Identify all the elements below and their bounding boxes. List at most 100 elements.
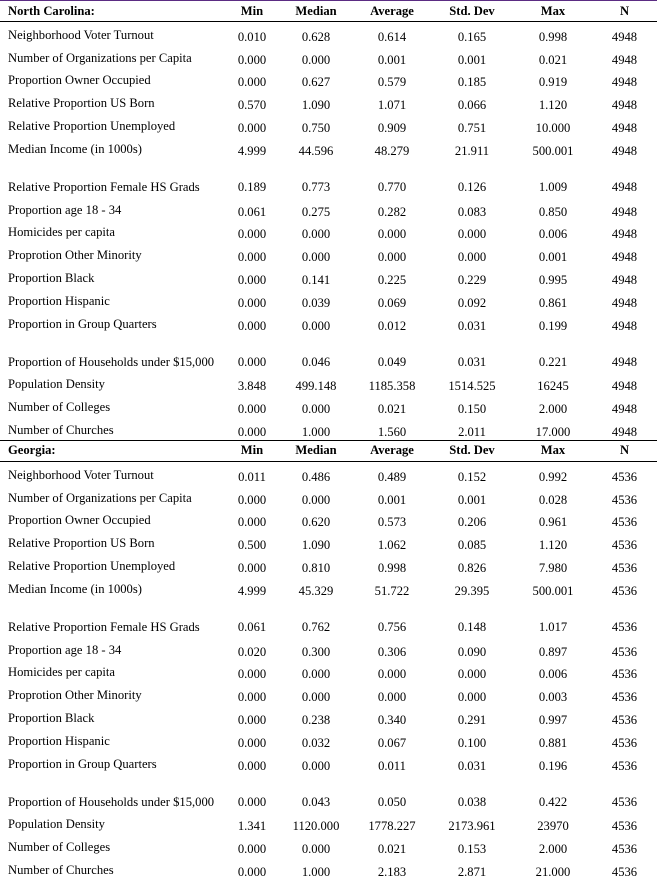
cell-median: 0.000: [301, 250, 331, 265]
cell-median: 0.141: [301, 272, 331, 287]
cell-min: 4.999: [237, 583, 267, 598]
table-row: Relative Proportion Unemployed 0.000 0.750…: [0, 113, 657, 136]
row-label: Number of Churches: [8, 862, 114, 877]
section-header-row: Georgia: Min Median Average Std. Dev Max N: [0, 439, 657, 462]
cell-std-dev: 21.911: [454, 143, 490, 158]
table-row: Relative Proportion Female HS Grads 0.061…: [0, 599, 657, 637]
cell-n: 4948: [611, 179, 638, 194]
table-row: Proportion Hispanic 0.000 0.039 0.069 0.092 0…: [0, 288, 657, 311]
cell-median: 499.148: [295, 379, 337, 394]
row-label: Proprotion Other Minority: [8, 248, 142, 263]
cell-n: 4948: [611, 250, 638, 265]
table-row: Proportion of Households under $15,000 0.…: [0, 334, 657, 372]
column-header-max: Max: [514, 439, 592, 462]
cell-n: 4536: [611, 864, 638, 879]
cell-min: 0.000: [237, 227, 267, 242]
cell-n: 4948: [611, 227, 638, 242]
table-row: Neighborhood Voter Turnout 0.010 0.628 0.61…: [0, 22, 657, 45]
cell-n: 4948: [611, 143, 638, 158]
row-label: Relative Proportion Female HS Grads: [8, 179, 200, 194]
cell-max: 23970: [537, 819, 569, 834]
table-row: Proportion of Households under $15,000 0.…: [0, 774, 657, 812]
cell-std-dev: 2.011: [458, 424, 486, 439]
cell-median: 0.039: [301, 295, 331, 310]
cell-median: 0.773: [301, 179, 331, 194]
row-label: Homicides per capita: [8, 665, 116, 680]
table-row: Number of Colleges 0.000 0.000 0.021 0.150 2.…: [0, 394, 657, 417]
row-label: Population Density: [8, 817, 105, 832]
cell-median: 0.300: [301, 644, 331, 659]
cell-std-dev: 0.000: [457, 227, 487, 242]
cell-max: 16245: [537, 379, 569, 394]
column-header-max: Max: [514, 0, 592, 22]
cell-min: 0.000: [237, 842, 267, 857]
row-label: Proportion Black: [8, 710, 95, 725]
row-label: Relative Proportion Female HS Grads: [8, 619, 200, 634]
cell-average: 0.579: [377, 75, 407, 90]
cell-median: 0.000: [301, 318, 331, 333]
row-label: Relative Proportion US Born: [8, 536, 155, 551]
cell-average: 0.069: [377, 295, 407, 310]
row-label: Proportion Owner Occupied: [8, 73, 151, 88]
cell-median: 0.275: [301, 204, 331, 219]
cell-min: 1.341: [237, 819, 267, 834]
cell-min: 3.848: [237, 379, 267, 394]
cell-min: 4.999: [237, 143, 267, 158]
row-label: Proportion Hispanic: [8, 293, 110, 308]
cell-average: 0.012: [377, 318, 407, 333]
cell-median: 1.000: [301, 864, 331, 879]
column-header-average: Average: [354, 439, 430, 462]
cell-min: 0.000: [237, 758, 267, 773]
cell-median: 0.000: [301, 492, 331, 507]
cell-n: 4536: [611, 667, 638, 682]
row-label: Number of Organizations per Capita: [8, 50, 192, 65]
cell-min: 0.000: [237, 402, 267, 417]
cell-average: 0.049: [377, 354, 407, 369]
cell-max: 2.000: [538, 842, 568, 857]
cell-std-dev: 0.152: [457, 469, 487, 484]
table-row: Proportion Hispanic 0.000 0.032 0.067 0.100 0…: [0, 728, 657, 751]
cell-average: 0.573: [377, 515, 407, 530]
cell-std-dev: 0.038: [457, 794, 487, 809]
cell-std-dev: 0.031: [457, 318, 487, 333]
cell-std-dev: 0.000: [457, 250, 487, 265]
cell-std-dev: 0.185: [457, 75, 487, 90]
cell-max: 0.861: [538, 295, 568, 310]
cell-median: 0.032: [301, 735, 331, 750]
column-header-std-dev: Std. Dev: [430, 439, 514, 462]
cell-max: 0.992: [538, 469, 568, 484]
table-row: Number of Churches 0.000 1.000 2.183 2.871 21…: [0, 857, 657, 880]
cell-std-dev: 0.085: [457, 538, 487, 553]
row-label: Proportion age 18 - 34: [8, 642, 122, 657]
cell-n: 4536: [611, 712, 638, 727]
cell-n: 4948: [611, 354, 638, 369]
table-row: Relative Proportion US Born 0.570 1.090 1.0…: [0, 90, 657, 113]
cell-max: 0.021: [538, 52, 568, 67]
cell-min: 0.000: [237, 272, 267, 287]
cell-median: 1.090: [301, 98, 331, 113]
cell-min: 0.500: [237, 538, 267, 553]
row-label: Relative Proportion US Born: [8, 96, 155, 111]
cell-std-dev: 0.100: [457, 735, 487, 750]
cell-max: 1.120: [538, 538, 568, 553]
table-row: Number of Churches 0.000 1.000 1.560 2.011 17…: [0, 417, 657, 440]
row-label: Proportion Black: [8, 270, 95, 285]
cell-n: 4536: [611, 735, 638, 750]
cell-min: 0.010: [237, 29, 267, 44]
cell-std-dev: 0.090: [457, 644, 487, 659]
cell-min: 0.061: [237, 204, 267, 219]
table-row: Proportion in Group Quarters 0.000 0.000 0.…: [0, 751, 657, 774]
cell-average: 0.000: [377, 227, 407, 242]
row-label: Number of Colleges: [8, 400, 111, 415]
cell-median: 0.000: [301, 52, 331, 67]
cell-min: 0.000: [237, 667, 267, 682]
section-title: North Carolina:: [0, 0, 226, 22]
cell-median: 0.000: [301, 667, 331, 682]
table-row: Homicides per capita 0.000 0.000 0.000 0.000…: [0, 220, 657, 243]
cell-median: 0.000: [301, 690, 331, 705]
cell-min: 0.000: [237, 794, 267, 809]
cell-min: 0.000: [237, 120, 267, 135]
